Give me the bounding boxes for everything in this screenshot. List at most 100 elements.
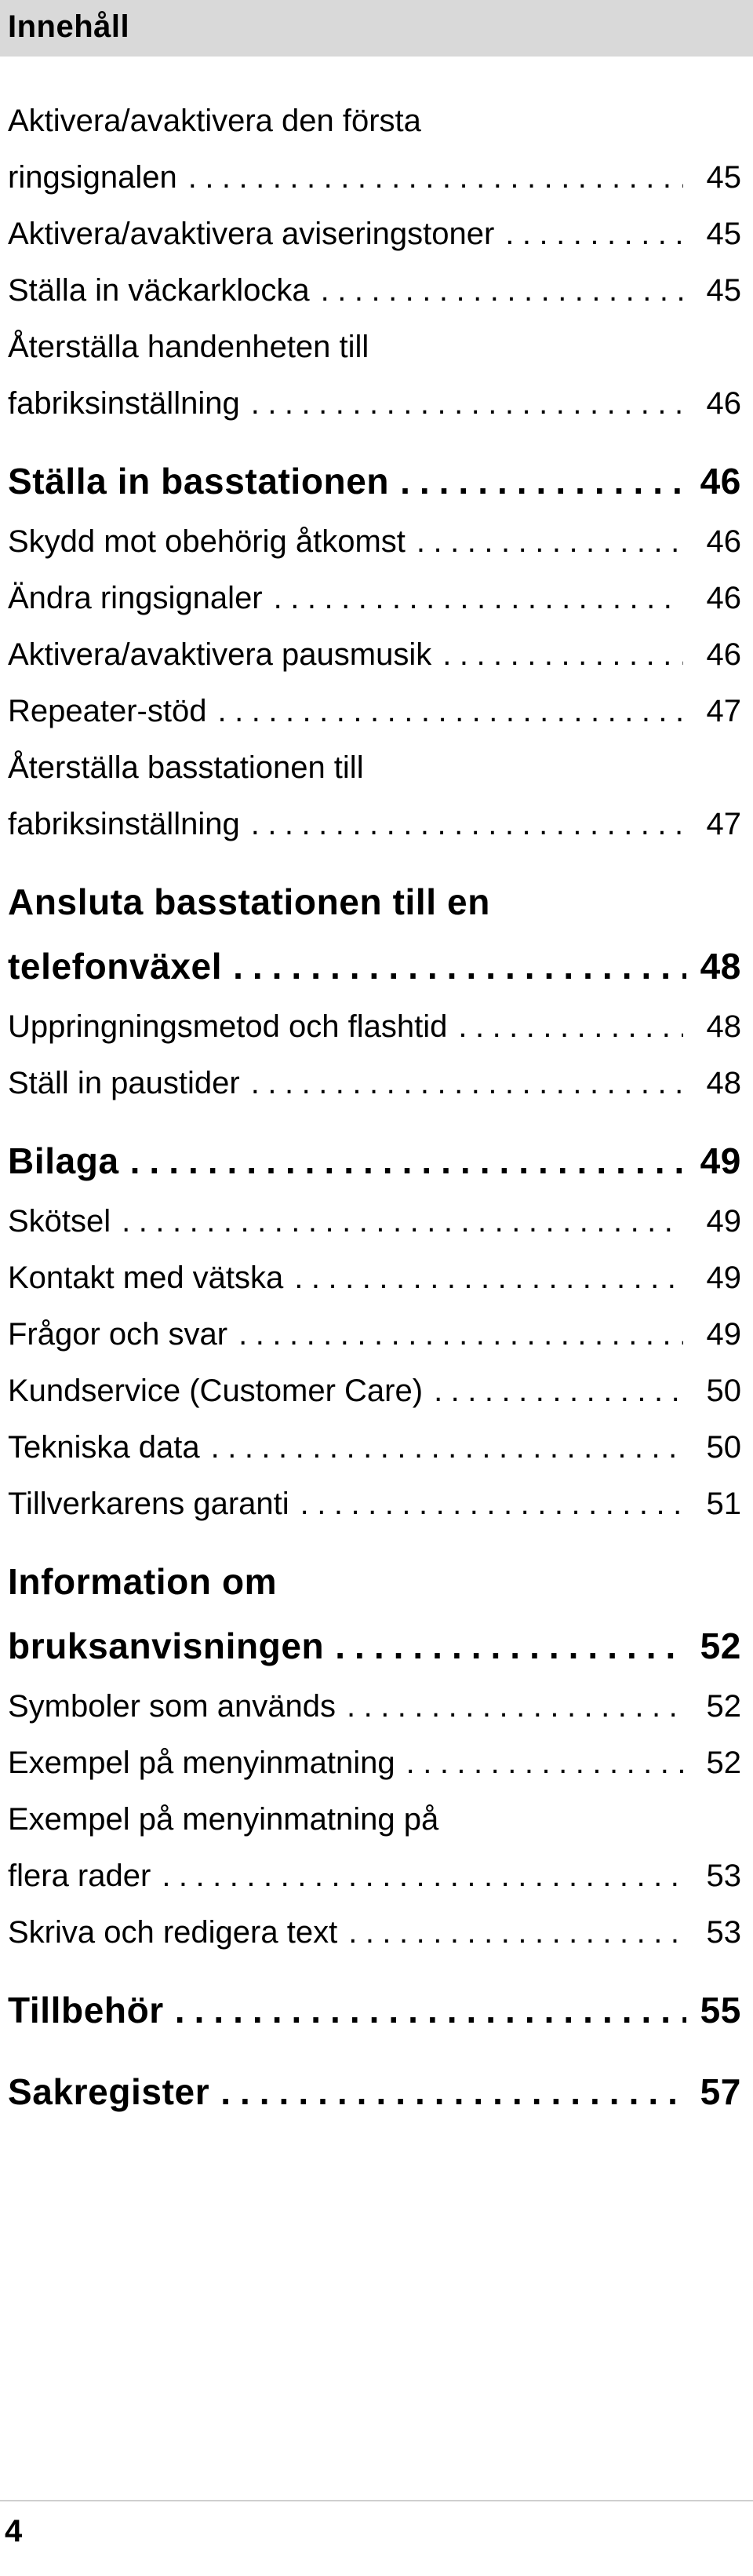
dot-leader: ........................................… bbox=[238, 1317, 683, 1352]
toc-entry-page-number: 52 bbox=[706, 1689, 742, 1724]
footer-divider bbox=[0, 2500, 753, 2501]
toc-entry-title: telefonväxel bbox=[8, 946, 223, 987]
toc-entry-page-number: 50 bbox=[706, 1430, 742, 1465]
toc-entry-line: Kundservice (Customer Care).............… bbox=[8, 1363, 741, 1419]
dot-leader: ........................................… bbox=[187, 160, 683, 195]
dot-leader: ........................................… bbox=[217, 694, 683, 728]
toc-entry-title: Kundservice (Customer Care) bbox=[8, 1374, 424, 1408]
toc-entry[interactable]: Information om bruksanvisningen..........… bbox=[8, 1549, 741, 1678]
toc-entry[interactable]: Aktivera/avaktivera aviseringstoner.....… bbox=[8, 206, 741, 262]
toc-entry-title: Skötsel bbox=[8, 1204, 111, 1239]
toc-entry-title: Tekniska data bbox=[8, 1430, 200, 1465]
toc-entry-line: flera rader.............................… bbox=[8, 1848, 741, 1904]
toc-entry[interactable]: Tillbehör...............................… bbox=[8, 1978, 741, 2042]
toc-entry-page-number: 57 bbox=[700, 2071, 741, 2112]
dot-leader: ........................................… bbox=[335, 1626, 686, 1666]
toc-entry-title-line: Ansluta basstationen till en bbox=[8, 881, 490, 922]
toc-entry[interactable]: Ställa in väckarklocka..................… bbox=[8, 262, 741, 319]
toc-entry[interactable]: Tekniska data...........................… bbox=[8, 1419, 741, 1476]
table-of-contents: Aktivera/avaktivera den första ringsignal… bbox=[8, 93, 741, 2124]
toc-entry[interactable]: Skötsel.................................… bbox=[8, 1193, 741, 1250]
toc-entry-line: Ställa in basstationen..................… bbox=[8, 449, 741, 513]
toc-entry-page-number: 46 bbox=[706, 386, 742, 421]
toc-entry-line: Symboler som används....................… bbox=[8, 1678, 741, 1735]
toc-entry[interactable]: Exempel på menyinmatning på flera rader..… bbox=[8, 1791, 741, 1904]
toc-entry-title: fabriksinställning bbox=[8, 386, 240, 421]
toc-entry[interactable]: Skriva och redigera text................… bbox=[8, 1904, 741, 1961]
toc-entry-line: Tekniska data...........................… bbox=[8, 1419, 741, 1476]
toc-entry-page-number: 49 bbox=[706, 1317, 742, 1352]
footer-page-number: 4 bbox=[5, 2514, 23, 2549]
toc-entry-line: ringsignalen............................… bbox=[8, 149, 741, 206]
toc-entry[interactable]: Återställa handenheten till fabriksinstäl… bbox=[8, 319, 741, 432]
toc-entry-title: Symboler som används bbox=[8, 1689, 336, 1724]
toc-entry[interactable]: Aktivera/avaktivera den första ringsignal… bbox=[8, 93, 741, 206]
toc-entry[interactable]: Ändra ringsignaler......................… bbox=[8, 570, 741, 626]
toc-entry-page-number: 46 bbox=[706, 524, 742, 559]
toc-entry[interactable]: Aktivera/avaktivera pausmusik...........… bbox=[8, 626, 741, 683]
toc-entry-title: Skriva och redigera text bbox=[8, 1915, 338, 1950]
dot-leader: ........................................… bbox=[300, 1487, 683, 1521]
toc-entry-page-number: 53 bbox=[706, 1915, 742, 1950]
toc-entry-page-number: 45 bbox=[706, 160, 742, 195]
toc-entry-title-line: Exempel på menyinmatning på bbox=[8, 1802, 439, 1837]
toc-entry-page-number: 48 bbox=[706, 1066, 742, 1100]
toc-entry-line: Skydd mot obehörig åtkomst..............… bbox=[8, 513, 741, 570]
toc-entry[interactable]: Ställa in basstationen..................… bbox=[8, 449, 741, 513]
toc-entry-line: Skriva och redigera text................… bbox=[8, 1904, 741, 1961]
toc-entry[interactable]: Återställa basstationen till fabriksinstä… bbox=[8, 739, 741, 852]
toc-entry-page-number: 49 bbox=[700, 1140, 741, 1181]
toc-entry-page-number: 51 bbox=[706, 1487, 742, 1521]
dot-leader: ........................................… bbox=[348, 1915, 683, 1950]
toc-entry-page-number: 46 bbox=[700, 461, 741, 502]
toc-entry-title: Bilaga bbox=[8, 1140, 119, 1181]
toc-entry-line: telefonväxel............................… bbox=[8, 934, 741, 998]
toc-entry[interactable]: Kontakt med vätska......................… bbox=[8, 1250, 741, 1306]
toc-entry[interactable]: Uppringningsmetod och flashtid..........… bbox=[8, 998, 741, 1055]
toc-entry-line: Aktivera/avaktivera aviseringstoner.....… bbox=[8, 206, 741, 262]
toc-entry-line: Skötsel.................................… bbox=[8, 1193, 741, 1250]
toc-entry[interactable]: Frågor och svar.........................… bbox=[8, 1306, 741, 1363]
toc-entry-page-number: 45 bbox=[706, 217, 742, 251]
toc-entry[interactable]: Symboler som används....................… bbox=[8, 1678, 741, 1735]
toc-entry-title: Uppringningsmetod och flashtid bbox=[8, 1009, 448, 1044]
dot-leader: ........................................… bbox=[346, 1689, 683, 1724]
toc-entry-title: Ställa in väckarklocka bbox=[8, 273, 310, 308]
dot-leader: ........................................… bbox=[250, 1066, 683, 1100]
dot-leader: ........................................… bbox=[458, 1009, 683, 1044]
toc-entry-title-line: Återställa handenheten till bbox=[8, 330, 369, 364]
dot-leader: ........................................… bbox=[122, 1204, 683, 1239]
toc-entry[interactable]: Sakregister.............................… bbox=[8, 2060, 741, 2124]
toc-entry[interactable]: Repeater-stöd...........................… bbox=[8, 683, 741, 739]
toc-entry-title: fabriksinställning bbox=[8, 807, 240, 841]
dot-leader: ........................................… bbox=[320, 273, 683, 308]
toc-entry-page-number: 52 bbox=[706, 1746, 742, 1780]
toc-entry-line: Tillverkarens garanti...................… bbox=[8, 1476, 741, 1532]
toc-entry-title: Kontakt med vätska bbox=[8, 1261, 284, 1295]
toc-entry[interactable]: Ansluta basstationen till en telefonväxel… bbox=[8, 870, 741, 998]
toc-entry-page-number: 49 bbox=[706, 1204, 742, 1239]
toc-entry[interactable]: Ställ in paustider......................… bbox=[8, 1055, 741, 1111]
toc-entry[interactable]: Bilaga..................................… bbox=[8, 1129, 741, 1193]
toc-entry-line: Frågor och svar.........................… bbox=[8, 1306, 741, 1363]
dot-leader: ........................................… bbox=[129, 1140, 686, 1181]
dot-leader: ........................................… bbox=[250, 386, 683, 421]
toc-entry-title-line: Information om bbox=[8, 1561, 278, 1602]
toc-entry-line: Bilaga..................................… bbox=[8, 1129, 741, 1193]
toc-entry[interactable]: Tillverkarens garanti...................… bbox=[8, 1476, 741, 1532]
dot-leader: ........................................… bbox=[434, 1374, 683, 1408]
toc-entry[interactable]: Kundservice (Customer Care).............… bbox=[8, 1363, 741, 1419]
toc-entry-title: Repeater-stöd bbox=[8, 694, 207, 728]
toc-entry-page-number: 47 bbox=[706, 807, 742, 841]
header-bar: Innehåll bbox=[0, 0, 753, 57]
dot-leader: ........................................… bbox=[400, 461, 686, 502]
toc-entry[interactable]: Exempel på menyinmatning................… bbox=[8, 1735, 741, 1791]
toc-entry-title: bruksanvisningen bbox=[8, 1626, 325, 1666]
toc-entry[interactable]: Skydd mot obehörig åtkomst..............… bbox=[8, 513, 741, 570]
dot-leader: ........................................… bbox=[505, 217, 683, 251]
toc-entry-page-number: 53 bbox=[706, 1859, 742, 1893]
toc-entry-title: Exempel på menyinmatning bbox=[8, 1746, 395, 1780]
toc-entry-title: Tillbehör bbox=[8, 1990, 164, 2031]
dot-leader: ........................................… bbox=[442, 637, 683, 672]
dot-leader: ........................................… bbox=[406, 1746, 683, 1780]
